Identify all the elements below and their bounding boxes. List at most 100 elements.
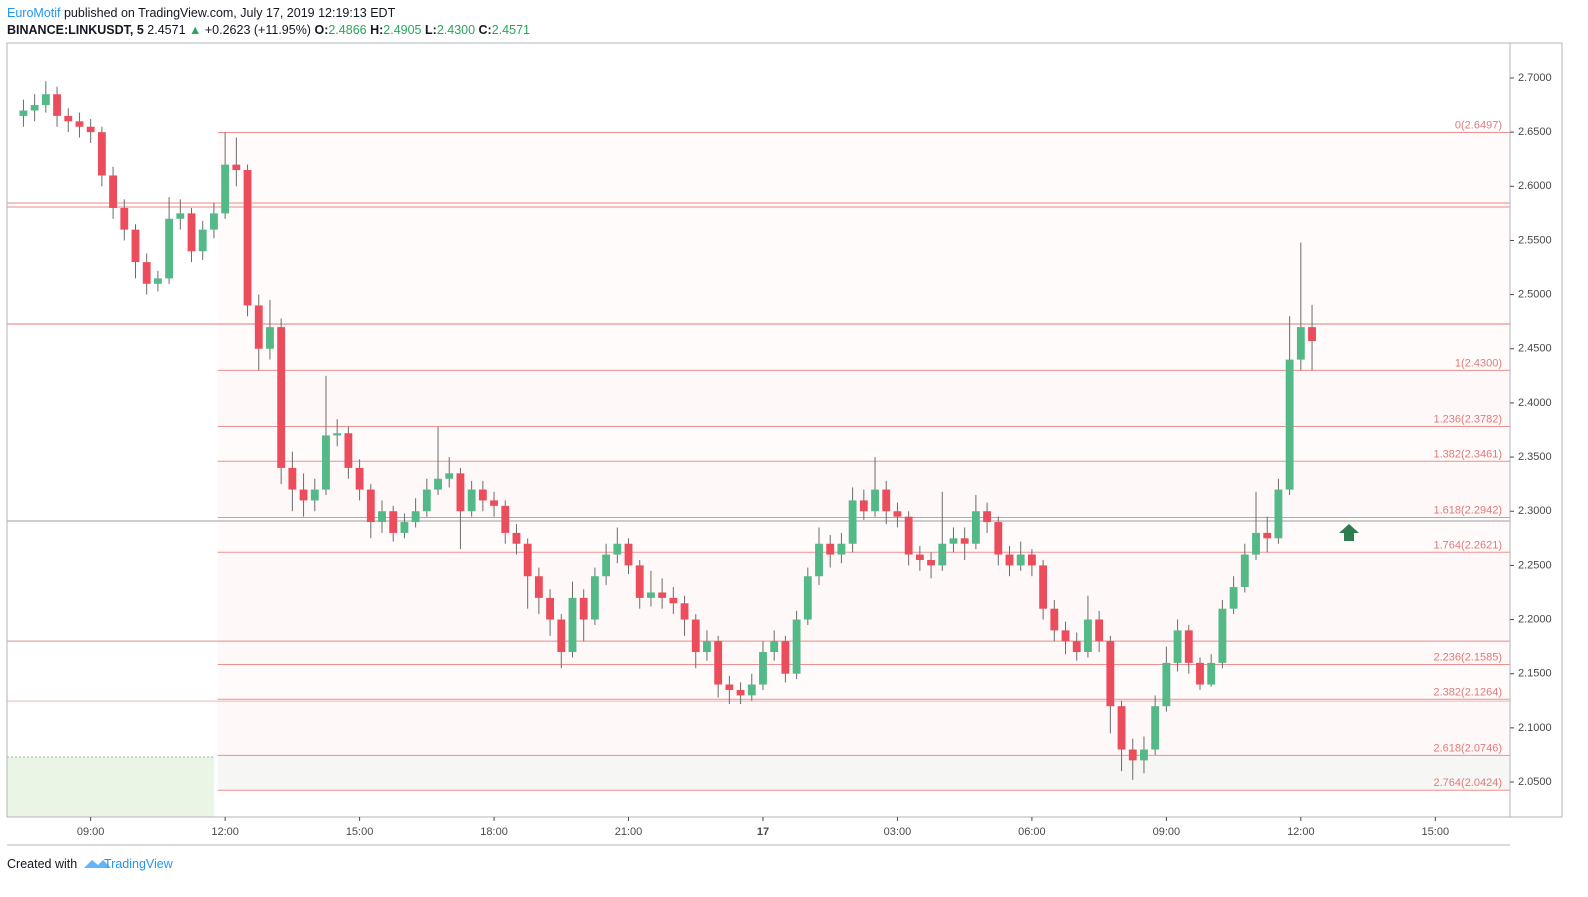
candle-body: [422, 489, 431, 512]
published: published on TradingView.com, July 17, 2…: [64, 6, 396, 20]
fib-band: [217, 755, 1510, 791]
candle-body: [243, 170, 252, 306]
fib-label: 1.236(2.3782): [1434, 414, 1503, 426]
candle-body: [1027, 554, 1036, 566]
candle-body: [389, 511, 398, 533]
candle-body: [781, 641, 790, 674]
fib-band: [218, 370, 1510, 426]
candle-body: [75, 121, 84, 127]
candle-body: [669, 597, 678, 604]
candle-body: [680, 603, 689, 620]
candle-body: [153, 278, 162, 284]
candle-body: [971, 511, 980, 544]
candle-body: [120, 207, 129, 230]
candle-body: [1072, 641, 1081, 653]
candle-body: [411, 511, 420, 523]
candle-body: [647, 592, 655, 598]
fib-band: [218, 664, 1510, 699]
candle-body: [1151, 706, 1160, 750]
candle-body: [792, 619, 801, 674]
candle-body: [1016, 554, 1025, 566]
candle-body: [590, 576, 599, 620]
y-tick-label: 2.2000: [1518, 613, 1552, 625]
y-tick-label: 2.6500: [1518, 126, 1552, 138]
x-tick-label: 15:00: [346, 826, 374, 838]
y-tick-label: 2.3000: [1518, 505, 1552, 517]
fib-label: 2.764(2.0424): [1434, 777, 1503, 789]
fib-label: 1.764(2.2621): [1434, 539, 1503, 551]
footer: Created with TradingView: [7, 857, 174, 871]
y-tick-label: 2.5000: [1518, 289, 1552, 301]
footer-brand[interactable]: TradingView: [104, 857, 174, 871]
plot: 0(2.6497) 1(2.4300) 1.236(2.3782) 1.382(2.3…: [7, 81, 1510, 817]
candle-body: [1218, 608, 1227, 663]
candle-body: [490, 500, 498, 506]
candle-body: [400, 522, 409, 533]
candle-body: [456, 473, 465, 512]
candle-body: [1005, 554, 1014, 566]
candle-body: [815, 543, 823, 577]
candle-body: [355, 467, 364, 490]
candle-body: [658, 592, 667, 598]
candle-body: [1039, 565, 1048, 609]
candle-body: [770, 641, 779, 653]
candle-body: [826, 543, 835, 555]
y-tick-label: 2.0500: [1518, 776, 1552, 788]
candle-body: [1196, 662, 1204, 685]
candle-body: [1140, 749, 1148, 761]
candle-body: [1274, 489, 1283, 539]
close-value: 2.4571: [492, 23, 530, 37]
candle-body: [322, 435, 330, 490]
y-tick-label: 2.4500: [1518, 343, 1552, 355]
candle-body: [97, 132, 106, 176]
candle-body: [434, 478, 442, 490]
candle-body: [602, 554, 611, 577]
y-tick-label: 2.5500: [1518, 234, 1552, 246]
candle-body: [467, 489, 476, 512]
low-label: L:: [425, 23, 437, 37]
candle-body: [624, 543, 633, 566]
candle-body: [736, 689, 745, 696]
open-label: O:: [314, 23, 328, 37]
header-line-2: BINANCE:LINKUSDT, 5 2.4571 ▲ +0.2623 (+1…: [7, 23, 530, 37]
candle-body: [310, 489, 319, 501]
candle-body: [221, 164, 230, 214]
candle-body: [994, 522, 1003, 555]
candle-body: [703, 641, 711, 653]
x-tick-label: 09:00: [1153, 826, 1181, 838]
candle-body: [501, 505, 510, 533]
candle-body: [725, 684, 734, 690]
x-tick-label: 03:00: [884, 826, 912, 838]
candle-body: [759, 652, 767, 685]
candle-body: [176, 213, 185, 219]
candle-body: [109, 175, 117, 208]
author[interactable]: EuroMotif: [7, 6, 61, 20]
candle-body: [949, 538, 958, 544]
candle-body: [1084, 619, 1092, 653]
candle-body: [546, 597, 555, 620]
y-tick-label: 2.4000: [1518, 397, 1552, 409]
candle-body: [859, 500, 868, 512]
candle-body: [1117, 706, 1126, 750]
candle-body: [960, 538, 969, 544]
candle-body: [579, 597, 588, 620]
candle-body: [41, 94, 50, 106]
candle-body: [86, 126, 95, 133]
x-tick-label: 17: [757, 826, 769, 838]
candle-body: [871, 489, 879, 512]
candle-body: [1240, 554, 1249, 588]
candle-body: [848, 500, 857, 544]
candle-body: [299, 489, 308, 501]
candle-body: [288, 467, 297, 490]
candle-body: [187, 213, 196, 252]
candle-body: [1184, 630, 1193, 663]
candle-body: [378, 511, 386, 523]
candle-body: [927, 559, 935, 566]
candle-body: [837, 543, 846, 555]
candle-body: [882, 489, 891, 512]
candle-body: [747, 684, 756, 696]
candle-body: [803, 576, 812, 620]
high-label: H:: [370, 23, 383, 37]
candle-body: [1061, 630, 1070, 642]
candle-body: [904, 516, 913, 555]
